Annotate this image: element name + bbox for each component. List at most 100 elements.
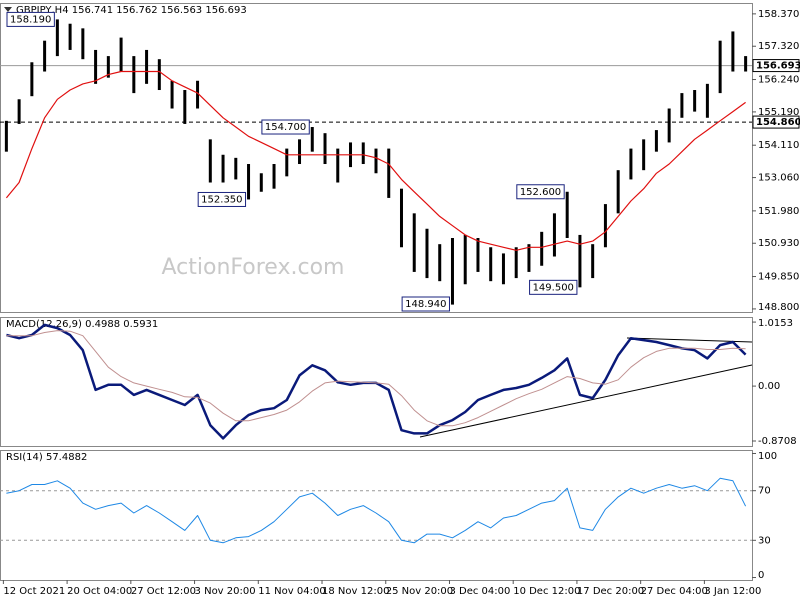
y-tick-label: 149.850 [758,272,799,283]
rsi-panel [0,450,753,581]
price-bar [680,93,684,118]
price-label: 156.693 [756,61,800,72]
x-tick-label: 11 Nov 04:00 [258,586,325,597]
price-label-box [752,59,800,73]
price-bar [55,19,59,57]
price-bar [221,154,225,183]
y-tick-label: 100 [758,451,777,462]
price-bar [399,188,403,248]
x-tick-label: 20 Oct 04:00 [67,586,132,597]
price-bar [183,90,187,124]
y-tick-label: 157.320 [758,41,799,52]
macd-title: MACD(12,26,9) 0.4988 0.5931 [6,319,158,330]
price-bar [514,247,518,279]
price-bar [196,80,200,109]
x-tick-label: 3 Jan 12:00 [704,586,761,597]
price-bar [527,244,531,272]
x-tick-label: 3 Dec 04:00 [449,586,510,597]
price-bar [705,83,709,118]
price-bar [629,148,633,180]
price-bar [476,238,480,272]
price-bar [336,148,340,183]
y-tick-label: 155.190 [758,107,799,118]
price-bar [565,191,569,239]
price-bar [323,133,327,165]
x-tick-label: 3 Nov 20:00 [195,586,256,597]
price-bar [208,139,212,183]
price-bar [552,213,556,257]
price-bar [450,238,454,305]
annotation-box [516,184,565,200]
price-bar [693,90,697,112]
price-bar [285,148,289,177]
price-bar [642,139,646,171]
price-bar [591,244,595,279]
y-tick-label: 1.0153 [758,318,793,329]
annotation-box [261,119,310,135]
watermark: ActionForex.com [162,255,345,280]
price-bar [744,56,748,72]
series-line [5,70,746,251]
annotation-label: 152.350 [201,194,242,205]
y-tick-label: 158.370 [758,9,799,20]
price-bar [132,56,136,94]
price-bar [234,157,238,180]
symbol-icon [4,7,12,12]
annotation-box [6,11,55,27]
price-bar [298,139,302,165]
x-tick-label: 17 Dec 20:00 [577,586,644,597]
annotation-label: 152.600 [520,187,561,198]
price-bar [43,40,47,72]
annotation-box [401,296,450,312]
price-bar [374,148,378,174]
price-bar [654,130,658,152]
rsi-title: RSI(14) 57.4882 [6,452,87,463]
price-bar [272,164,276,189]
y-tick-label: 153.060 [758,173,799,184]
price-bar [30,62,34,97]
x-tick-label: 10 Dec 12:00 [513,586,580,597]
annotation-label: 148.940 [405,299,446,310]
price-bar [667,108,671,143]
price-bar [361,142,365,165]
price-bar [81,28,85,60]
annotation-box [197,191,247,207]
price-bar [68,23,72,50]
price-label-box [752,115,800,129]
y-tick-label: -0.8708 [758,436,797,447]
y-tick-label: 0.00 [758,381,780,392]
price-bar [718,40,722,94]
price-bar [259,173,263,192]
x-tick-label: 27 Dec 04:00 [641,586,708,597]
price-bar [247,164,251,200]
price-bar [387,148,391,198]
price-bar [170,80,174,109]
price-bar [616,170,620,214]
y-tick-label: 156.240 [758,75,799,86]
price-bar [145,49,149,84]
annotation-box [529,279,578,295]
y-tick-label: 154.110 [758,140,799,151]
price-bar [603,204,607,248]
y-tick-label: 148.800 [758,302,799,313]
price-bar [489,247,493,282]
price-bar [731,31,735,72]
series-line [6,477,747,544]
price-bar [94,49,98,84]
annotation-label: 158.190 [10,14,51,25]
x-tick-label: 18 Nov 12:00 [322,586,389,597]
price-label: 154.860 [756,117,800,128]
price-bar [17,99,21,124]
x-tick-label: 27 Oct 12:00 [131,586,196,597]
price-title: GBPJPY,H4 156.741 156.762 156.563 156.69… [16,5,247,16]
price-bar [438,244,442,282]
annotation-label: 149.500 [533,282,574,293]
y-tick-label: 151.980 [758,206,799,217]
price-bar [106,56,110,78]
trend-line [419,364,753,438]
y-tick-label: 150.930 [758,238,799,249]
price-bar [119,37,123,72]
price-bar [578,234,582,288]
